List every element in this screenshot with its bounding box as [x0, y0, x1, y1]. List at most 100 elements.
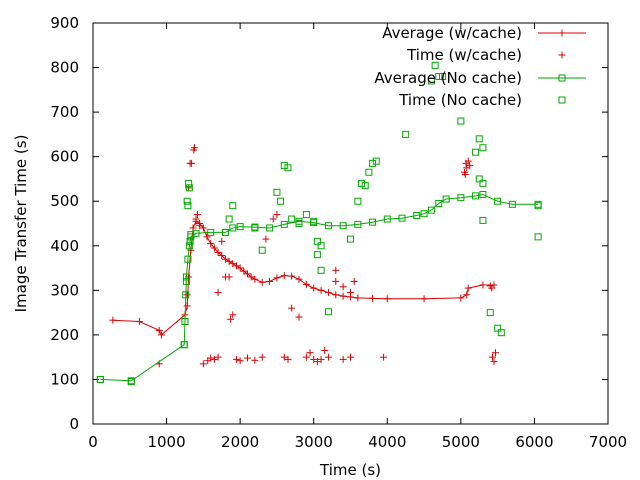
data-point	[218, 252, 226, 260]
data-point	[247, 273, 255, 281]
y-tick-label: 400	[50, 237, 79, 255]
data-point	[442, 195, 450, 203]
data-point	[258, 246, 266, 254]
data-point	[229, 224, 237, 232]
data-point	[420, 210, 428, 218]
data-point	[472, 192, 480, 200]
data-point	[232, 262, 240, 270]
x-tick-label: 2000	[221, 433, 259, 451]
series-0	[109, 217, 498, 339]
data-point	[490, 358, 498, 366]
data-point	[262, 235, 270, 243]
data-point	[413, 211, 421, 219]
data-point	[295, 275, 303, 283]
data-point	[240, 267, 248, 275]
data-point	[472, 148, 480, 156]
data-point	[109, 316, 117, 324]
data-point	[181, 318, 189, 326]
data-point	[462, 159, 470, 167]
data-point	[185, 242, 193, 250]
data-point	[339, 283, 347, 291]
data-point	[466, 162, 474, 170]
y-tick-label: 0	[69, 415, 79, 433]
data-point	[280, 272, 288, 280]
y-tick-label: 300	[50, 281, 79, 299]
data-point	[372, 157, 380, 165]
data-point	[184, 202, 192, 210]
data-point	[438, 72, 446, 80]
data-point	[229, 260, 237, 268]
data-point	[192, 229, 200, 237]
data-point	[207, 354, 215, 362]
data-point	[284, 164, 292, 172]
data-point	[225, 257, 233, 265]
data-point	[479, 144, 487, 152]
legend-label: Time (No cache)	[398, 91, 522, 109]
x-tick-label: 7000	[589, 433, 627, 451]
y-tick-label: 100	[50, 370, 79, 388]
x-tick-label: 6000	[515, 433, 553, 451]
x-tick-label: 0	[88, 433, 98, 451]
x-axis-title: Time (s)	[319, 461, 381, 479]
y-tick-label: 800	[50, 59, 79, 77]
data-point	[273, 211, 281, 219]
data-point	[365, 168, 373, 176]
data-point	[324, 222, 332, 230]
series-line	[112, 220, 494, 336]
data-point	[479, 281, 487, 289]
data-point	[475, 175, 483, 183]
data-point	[479, 191, 487, 199]
data-point	[369, 159, 377, 167]
data-point	[182, 277, 190, 285]
data-point	[479, 179, 487, 187]
data-point	[310, 355, 318, 363]
data-point	[398, 214, 406, 222]
data-point	[427, 206, 435, 214]
data-point	[313, 251, 321, 259]
data-point	[332, 277, 340, 285]
data-point	[479, 216, 487, 224]
plot-frame	[92, 22, 609, 425]
data-point	[461, 170, 469, 178]
data-point	[347, 235, 354, 243]
data-point	[180, 341, 188, 349]
data-point	[244, 354, 251, 362]
data-point	[273, 188, 281, 196]
data-point	[229, 311, 237, 319]
series-3	[96, 61, 542, 386]
data-point	[199, 360, 207, 368]
data-point	[127, 378, 135, 386]
series-layer	[96, 61, 542, 386]
data-point	[183, 302, 191, 310]
x-tick-label: 5000	[442, 433, 480, 451]
data-point	[236, 357, 244, 365]
x-axis: 0 1000 2000 3000 4000 5000 6000 7000	[88, 23, 627, 451]
data-point	[354, 220, 362, 228]
data-point	[182, 273, 190, 281]
data-point	[232, 355, 240, 363]
data-point	[369, 294, 377, 302]
data-point	[188, 159, 196, 167]
data-point	[207, 240, 215, 248]
data-point	[321, 346, 329, 354]
data-point	[214, 353, 222, 361]
data-point	[332, 291, 340, 299]
data-point	[534, 202, 542, 210]
data-point	[196, 222, 204, 230]
data-point	[508, 200, 516, 208]
data-point	[236, 223, 244, 231]
data-point	[383, 295, 391, 303]
data-point	[302, 281, 310, 289]
data-point	[494, 324, 502, 332]
data-point	[191, 144, 199, 152]
data-point	[302, 211, 310, 219]
data-point	[221, 228, 229, 236]
data-point	[288, 215, 296, 223]
data-point	[284, 355, 292, 363]
data-point	[427, 77, 435, 85]
data-point	[420, 295, 428, 303]
series-1	[155, 144, 499, 368]
data-point	[193, 211, 201, 219]
data-point	[324, 353, 332, 361]
data-point	[244, 270, 251, 278]
